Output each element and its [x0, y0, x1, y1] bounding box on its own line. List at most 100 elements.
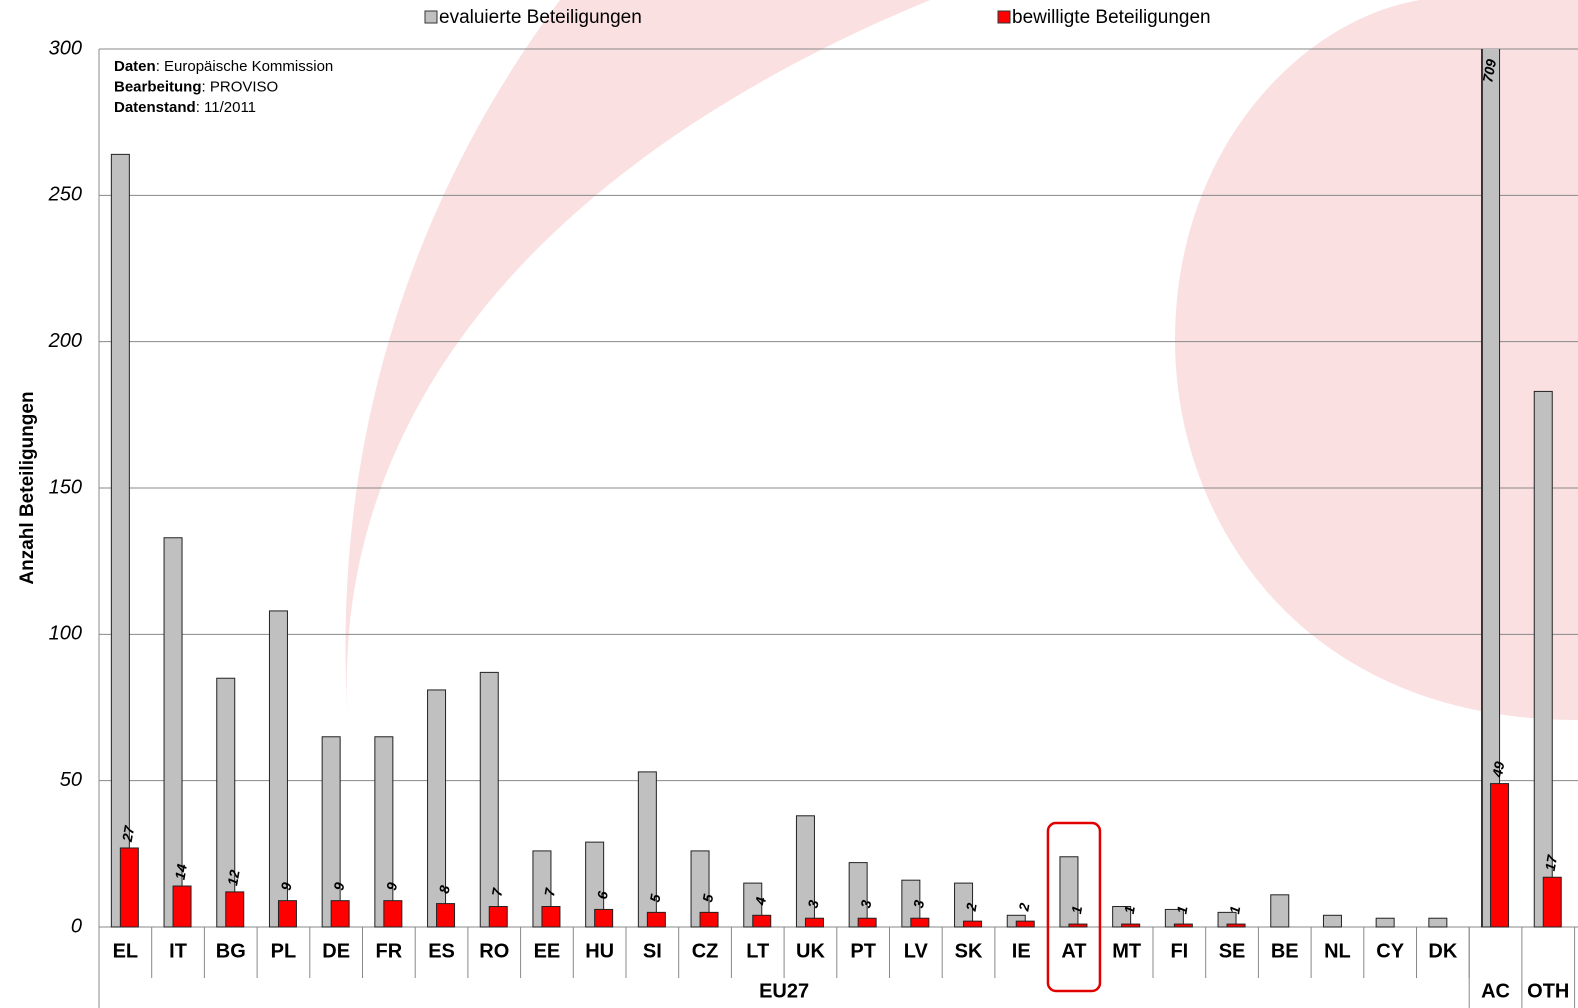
x-tick-label: FI [1170, 940, 1188, 962]
bar [1271, 895, 1289, 927]
value-label: 1 [1068, 904, 1085, 915]
note-text: : 11/2011 [196, 99, 256, 116]
value-label: 6 [594, 890, 611, 901]
bar [1543, 877, 1561, 927]
bar [858, 918, 876, 927]
note-label: Daten [114, 58, 156, 75]
bar [1376, 918, 1394, 927]
x-tick-label: LT [746, 940, 769, 962]
x-tick-label: CZ [692, 940, 719, 962]
y-tick-label: 100 [49, 623, 82, 645]
bar [217, 678, 235, 927]
value-label: 8 [436, 884, 453, 895]
value-label: 14 [172, 863, 190, 881]
x-tick-label: DK [1428, 940, 1457, 962]
y-tick-label: 150 [49, 476, 82, 498]
y-tick-label: 250 [48, 184, 82, 206]
bar [278, 901, 296, 927]
bar [1069, 924, 1087, 927]
value-label: 3 [910, 899, 927, 910]
group-label: EU27 [759, 980, 809, 1002]
bar [111, 154, 129, 927]
x-tick-label: AC [1481, 980, 1510, 1002]
value-label: 1 [1226, 904, 1243, 915]
bar [269, 611, 287, 927]
x-tick-label: DE [322, 940, 350, 962]
value-label: 2 [1015, 901, 1032, 913]
bar [384, 901, 402, 927]
x-tick-label: EE [534, 940, 561, 962]
legend-label: bewilligte Beteiligungen [1012, 7, 1211, 28]
bar [964, 921, 982, 927]
bar [173, 886, 191, 927]
value-label: 3 [857, 899, 874, 910]
bar [1060, 857, 1078, 927]
x-tick-label: PT [850, 940, 876, 962]
x-tick-label: BE [1271, 940, 1299, 962]
value-label: 17 [1542, 853, 1561, 872]
source-note: Datenstand: 11/2011 [114, 99, 256, 116]
y-tick-label: 300 [49, 37, 82, 59]
y-tick-label: 50 [60, 769, 82, 791]
x-tick-label: ES [428, 940, 455, 962]
x-tick-label: IE [1012, 940, 1031, 962]
note-label: Bearbeitung [114, 78, 202, 95]
bar [1323, 915, 1341, 927]
bar [1016, 921, 1034, 927]
chart: Anzahl Beteiligungen 050100150200250300D… [0, 0, 1578, 1008]
x-tick-label: CY [1376, 940, 1404, 962]
x-tick-label: SE [1219, 940, 1246, 962]
bar [647, 912, 665, 927]
value-label: 5 [699, 893, 716, 904]
value-label: 27 [119, 824, 138, 844]
x-tick-label: UK [796, 940, 825, 962]
x-tick-label: HU [585, 940, 614, 962]
value-label: 9 [383, 881, 400, 892]
bar [437, 904, 455, 927]
x-tick-label: PL [271, 940, 297, 962]
bar [911, 918, 929, 927]
bar [849, 863, 867, 927]
value-label: 12 [224, 868, 242, 886]
bar [120, 848, 138, 927]
bar [1491, 784, 1509, 927]
x-tick-label: SK [955, 940, 983, 962]
x-tick-label: IT [169, 940, 187, 962]
x-tick-label: LV [904, 940, 929, 962]
bar [796, 816, 814, 927]
bar [638, 772, 656, 927]
x-tick-label: RO [479, 940, 509, 962]
note-text: : Europäische Kommission [156, 58, 334, 75]
y-tick-label: 200 [48, 330, 82, 352]
bar [805, 918, 823, 927]
bar [1534, 391, 1552, 927]
source-note: Daten: Europäische Kommission [114, 58, 333, 75]
x-tick-label: FR [376, 940, 403, 962]
bar [226, 892, 244, 927]
value-label: 1 [1121, 904, 1138, 915]
legend-swatch [425, 11, 437, 23]
bar [322, 737, 340, 927]
value-label: 3 [805, 899, 822, 910]
bar [1174, 924, 1192, 927]
bar [700, 912, 718, 927]
x-tick-label: BG [216, 940, 246, 962]
source-note: Bearbeitung: PROVISO [114, 78, 278, 95]
bar [375, 737, 393, 927]
background-decoration [345, 0, 1578, 720]
y-tick-label: 0 [71, 915, 82, 937]
value-label: 1 [1174, 904, 1191, 915]
x-tick-label: AT [1061, 940, 1086, 962]
value-label: 9 [278, 881, 295, 892]
note-text: : PROVISO [202, 78, 279, 95]
legend-label: evaluierte Beteiligungen [439, 7, 642, 28]
value-label: 9 [330, 881, 347, 892]
x-tick-label: OTH [1527, 980, 1569, 1002]
value-label: 49 [1489, 760, 1508, 779]
legend-swatch [998, 11, 1010, 23]
bar [542, 907, 560, 927]
bar [595, 909, 613, 927]
bar [1122, 924, 1140, 927]
x-tick-label: SI [643, 940, 662, 962]
value-label: 5 [647, 893, 664, 904]
